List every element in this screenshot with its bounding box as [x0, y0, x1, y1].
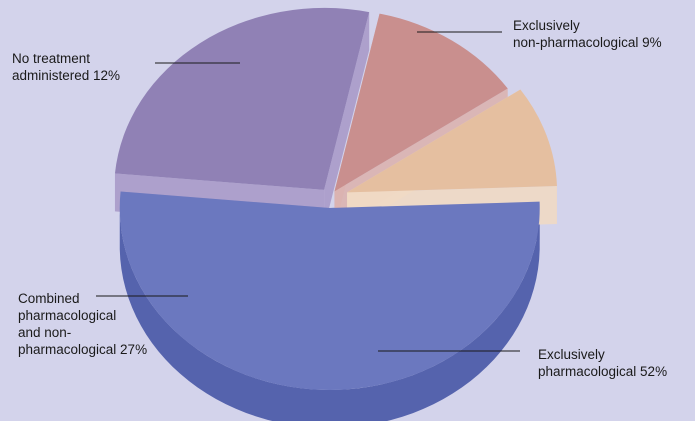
slice-label-line: non-pharmacological 9% [513, 35, 662, 50]
slice-label-1: Combined pharmacological and non-pharmacol… [18, 291, 147, 357]
pie-slice-0[interactable] [119, 191, 540, 390]
slice-label-line: pharmacological [18, 308, 116, 323]
pie-slice-2[interactable] [334, 13, 508, 192]
slice-label-line: and non- [18, 325, 71, 340]
slice-label-line: administered 12% [12, 68, 120, 83]
slice-label-0: Exclusively pharmacological 52% [538, 347, 667, 379]
pie-slice-cut-1-1 [324, 12, 370, 228]
slice-label-line: Exclusively [538, 347, 605, 362]
slice-labels: Exclusively pharmacological 52% Combined ph… [12, 18, 667, 379]
pie-slice-side-0 [119, 211, 540, 421]
slice-label-line: Combined [18, 291, 80, 306]
pie-tops [114, 7, 557, 390]
pie-slice-1[interactable] [114, 7, 370, 190]
slice-label-line: Exclusively [513, 18, 580, 33]
slice-label-2: No treatment administered 12% [12, 51, 120, 83]
leader-lines [96, 31, 520, 352]
slice-label-3: Exclusively non-pharmacological 9% [513, 18, 662, 50]
slice-label-line: No treatment [12, 51, 90, 66]
slice-label-line: pharmacological 27% [18, 342, 147, 357]
pie-slice-3[interactable] [347, 89, 557, 193]
slice-label-line: pharmacological 52% [538, 364, 667, 379]
